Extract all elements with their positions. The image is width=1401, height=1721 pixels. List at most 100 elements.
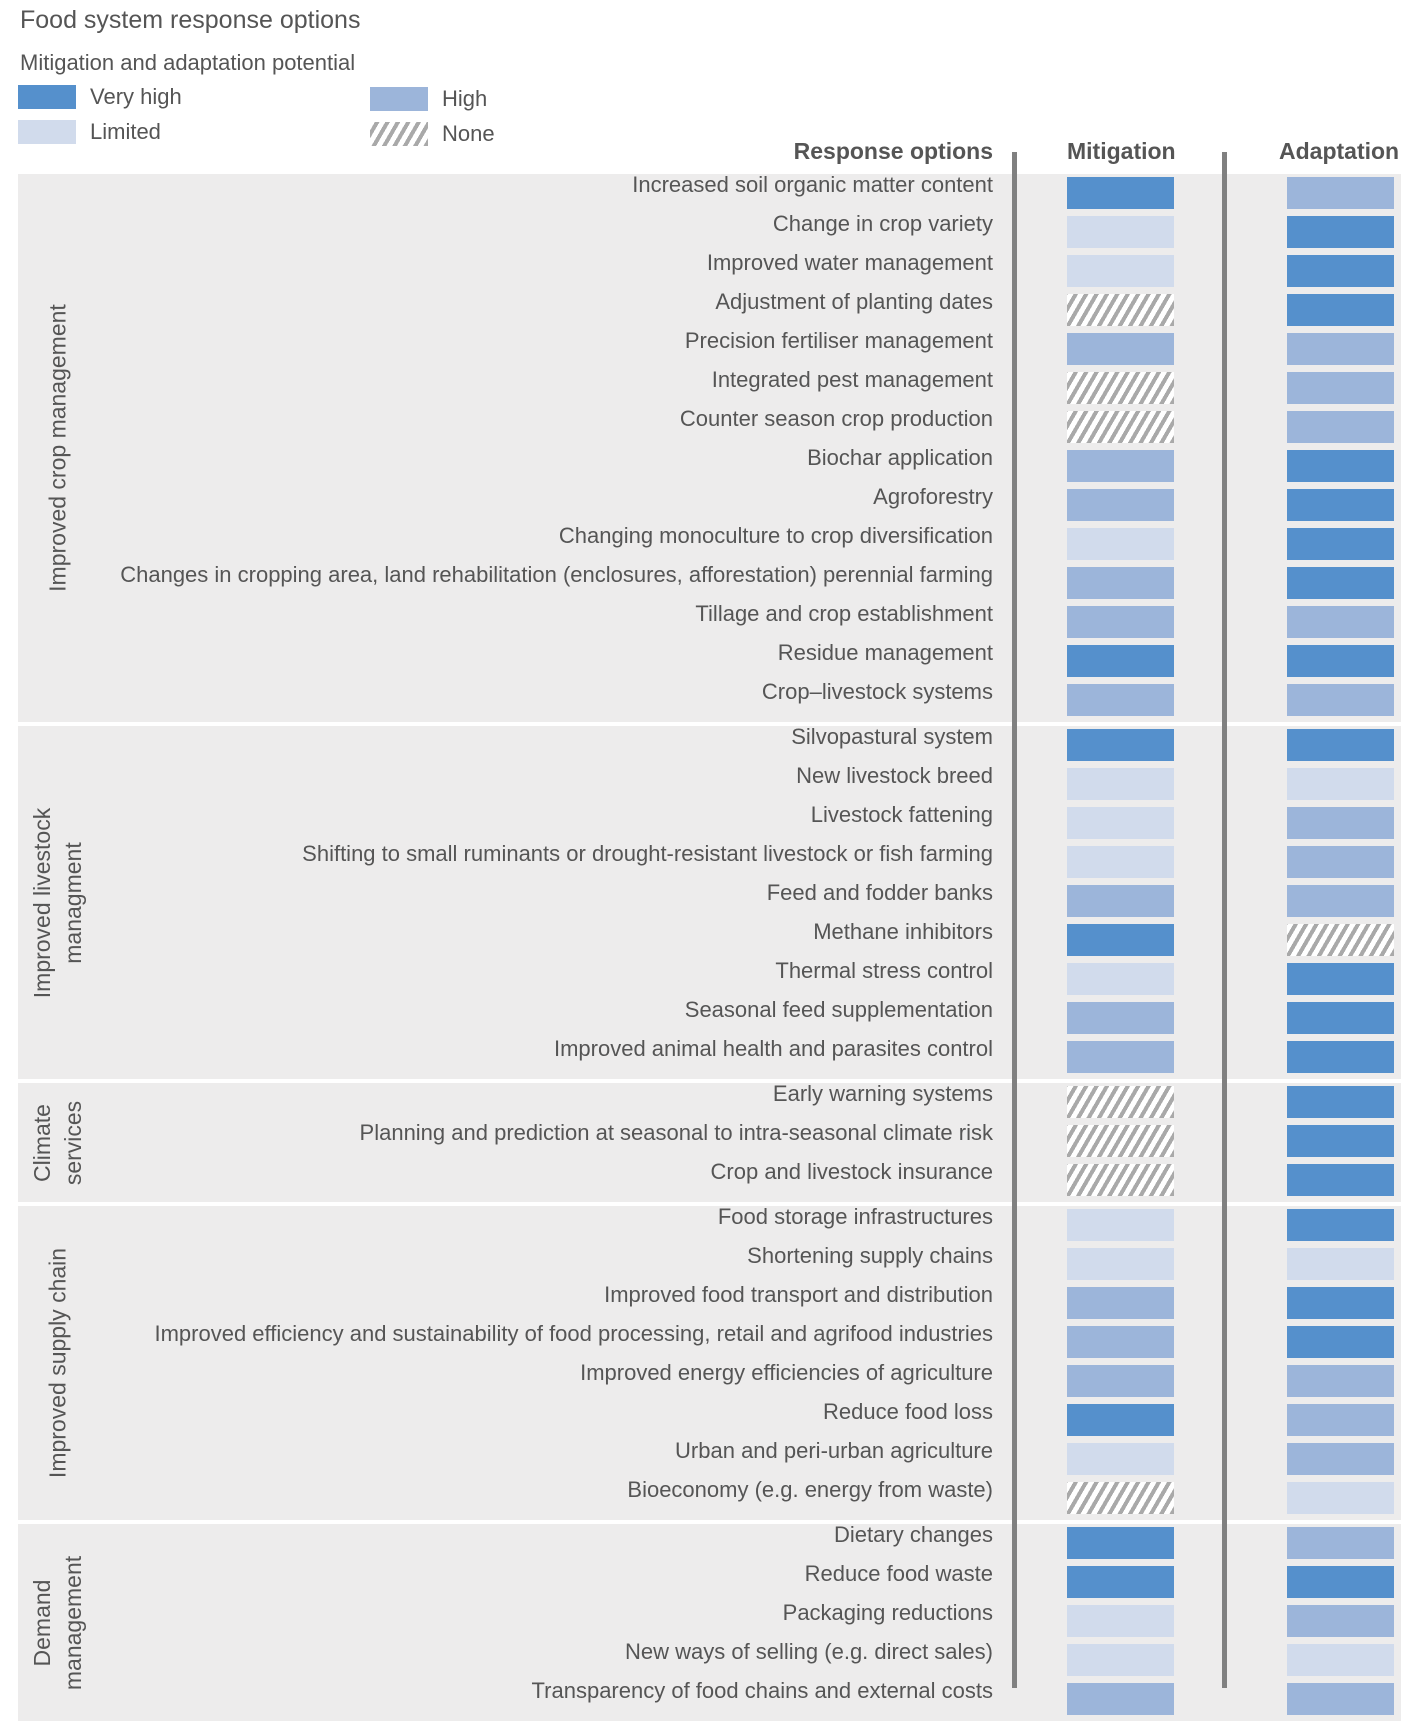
response-option-label: Seasonal feed supplementation (684, 997, 993, 1022)
group-label: Demand management (18, 1524, 98, 1721)
mitigation-cell (1067, 768, 1174, 800)
response-option-label: Changing monoculture to crop diversifica… (558, 523, 993, 548)
column-header-mitigation: Mitigation (1067, 138, 1176, 164)
mitigation-cell (1067, 924, 1174, 956)
adaptation-cell (1287, 333, 1394, 365)
legend-label-none: None (442, 121, 495, 146)
legend-swatch-high (370, 87, 428, 111)
mitigation-cell (1067, 333, 1174, 365)
response-option-label: Silvopastural system (791, 724, 993, 749)
adaptation-cell (1287, 1644, 1394, 1676)
legend-high: High (370, 85, 487, 113)
adaptation-cell (1287, 1404, 1394, 1436)
response-option-label: Improved water management (706, 250, 993, 275)
adaptation-cell (1287, 450, 1394, 482)
mitigation-cell (1067, 1326, 1174, 1358)
legend-very-high: Very high (18, 83, 182, 111)
group-label-text: Improved crop management (44, 304, 71, 592)
response-option-label: Adjustment of planting dates (715, 289, 993, 314)
divider-options-mitigation (1012, 152, 1017, 1688)
legend-swatch-limited (18, 120, 76, 144)
response-option-label: Transparency of food chains and external… (531, 1678, 993, 1703)
mitigation-cell (1067, 1041, 1174, 1073)
adaptation-cell (1287, 729, 1394, 761)
response-option-label: Change in crop variety (772, 211, 993, 236)
response-option-label: Shortening supply chains (747, 1243, 993, 1268)
adaptation-cell (1287, 1209, 1394, 1241)
adaptation-cell (1287, 645, 1394, 677)
mitigation-cell (1067, 1566, 1174, 1598)
group-label: Improved livestock managment (18, 726, 98, 1079)
response-option-label: Shifting to small ruminants or drought-r… (302, 841, 993, 866)
response-option-label: Improved food transport and distribution (604, 1282, 993, 1307)
adaptation-cell (1287, 1326, 1394, 1358)
column-header-response-options: Response options (793, 138, 993, 164)
response-option-label: Counter season crop production (679, 406, 993, 431)
response-option-label: New ways of selling (e.g. direct sales) (624, 1639, 993, 1664)
adaptation-cell (1287, 1527, 1394, 1559)
legend-label-limited: Limited (90, 119, 161, 144)
mitigation-cell (1067, 1125, 1174, 1157)
adaptation-cell (1287, 489, 1394, 521)
group-label: Improved supply chain (18, 1206, 98, 1520)
response-option-label: Urban and peri-urban agriculture (675, 1438, 993, 1463)
mitigation-cell (1067, 807, 1174, 839)
response-option-label: Changes in cropping area, land rehabilit… (120, 562, 993, 587)
adaptation-cell (1287, 807, 1394, 839)
response-option-label: Integrated pest management (711, 367, 993, 392)
response-option-label: Tillage and crop establishment (695, 601, 993, 626)
adaptation-cell (1287, 1164, 1394, 1196)
adaptation-cell (1287, 411, 1394, 443)
response-option-label: Food storage infrastructures (717, 1204, 993, 1229)
adaptation-cell (1287, 1002, 1394, 1034)
mitigation-cell (1067, 450, 1174, 482)
mitigation-cell (1067, 1605, 1174, 1637)
adaptation-cell (1287, 528, 1394, 560)
adaptation-cell (1287, 1566, 1394, 1598)
adaptation-cell (1287, 1248, 1394, 1280)
mitigation-cell (1067, 489, 1174, 521)
mitigation-cell (1067, 645, 1174, 677)
adaptation-cell (1287, 1041, 1394, 1073)
mitigation-cell (1067, 885, 1174, 917)
response-option-label: Precision fertiliser management (684, 328, 993, 353)
response-option-label: Bioeconomy (e.g. energy from waste) (627, 1477, 993, 1502)
mitigation-cell (1067, 372, 1174, 404)
legend-swatch-none (370, 122, 428, 146)
mitigation-cell (1067, 846, 1174, 878)
response-option-label: New livestock breed (796, 763, 993, 788)
column-header-adaptation: Adaptation (1279, 138, 1400, 164)
response-option-label: Dietary changes (834, 1522, 993, 1547)
mitigation-cell (1067, 1209, 1174, 1241)
group-label: Climate services (18, 1083, 98, 1202)
adaptation-cell (1287, 606, 1394, 638)
adaptation-cell (1287, 924, 1394, 956)
legend-label-very-high: Very high (90, 84, 182, 109)
response-option-label: Early warning systems (772, 1081, 993, 1106)
adaptation-cell (1287, 567, 1394, 599)
chart-subtitle: Mitigation and adaptation potential (20, 50, 356, 75)
response-option-label: Increased soil organic matter content (632, 172, 993, 197)
response-option-label: Packaging reductions (782, 1600, 993, 1625)
mitigation-cell (1067, 177, 1174, 209)
group-label-text: Climate services (29, 1100, 86, 1185)
adaptation-cell (1287, 1086, 1394, 1118)
group-label: Improved crop management (18, 174, 98, 722)
mitigation-cell (1067, 1164, 1174, 1196)
mitigation-cell (1067, 528, 1174, 560)
mitigation-cell (1067, 567, 1174, 599)
response-option-label: Livestock fattening (810, 802, 993, 827)
response-option-label: Feed and fodder banks (766, 880, 993, 905)
response-option-label: Reduce food loss (823, 1399, 993, 1424)
adaptation-cell (1287, 372, 1394, 404)
response-option-label: Planning and prediction at seasonal to i… (359, 1120, 993, 1145)
mitigation-cell (1067, 1002, 1174, 1034)
response-option-label: Improved animal health and parasites con… (553, 1036, 993, 1061)
response-option-label: Improved efficiency and sustainability o… (154, 1321, 993, 1346)
response-option-label: Thermal stress control (775, 958, 993, 983)
legend-swatch-very-high (18, 85, 76, 109)
group-label-text: Demand management (29, 1555, 86, 1690)
mitigation-cell (1067, 411, 1174, 443)
response-option-label: Agroforestry (873, 484, 993, 509)
response-option-label: Reduce food waste (804, 1561, 993, 1586)
